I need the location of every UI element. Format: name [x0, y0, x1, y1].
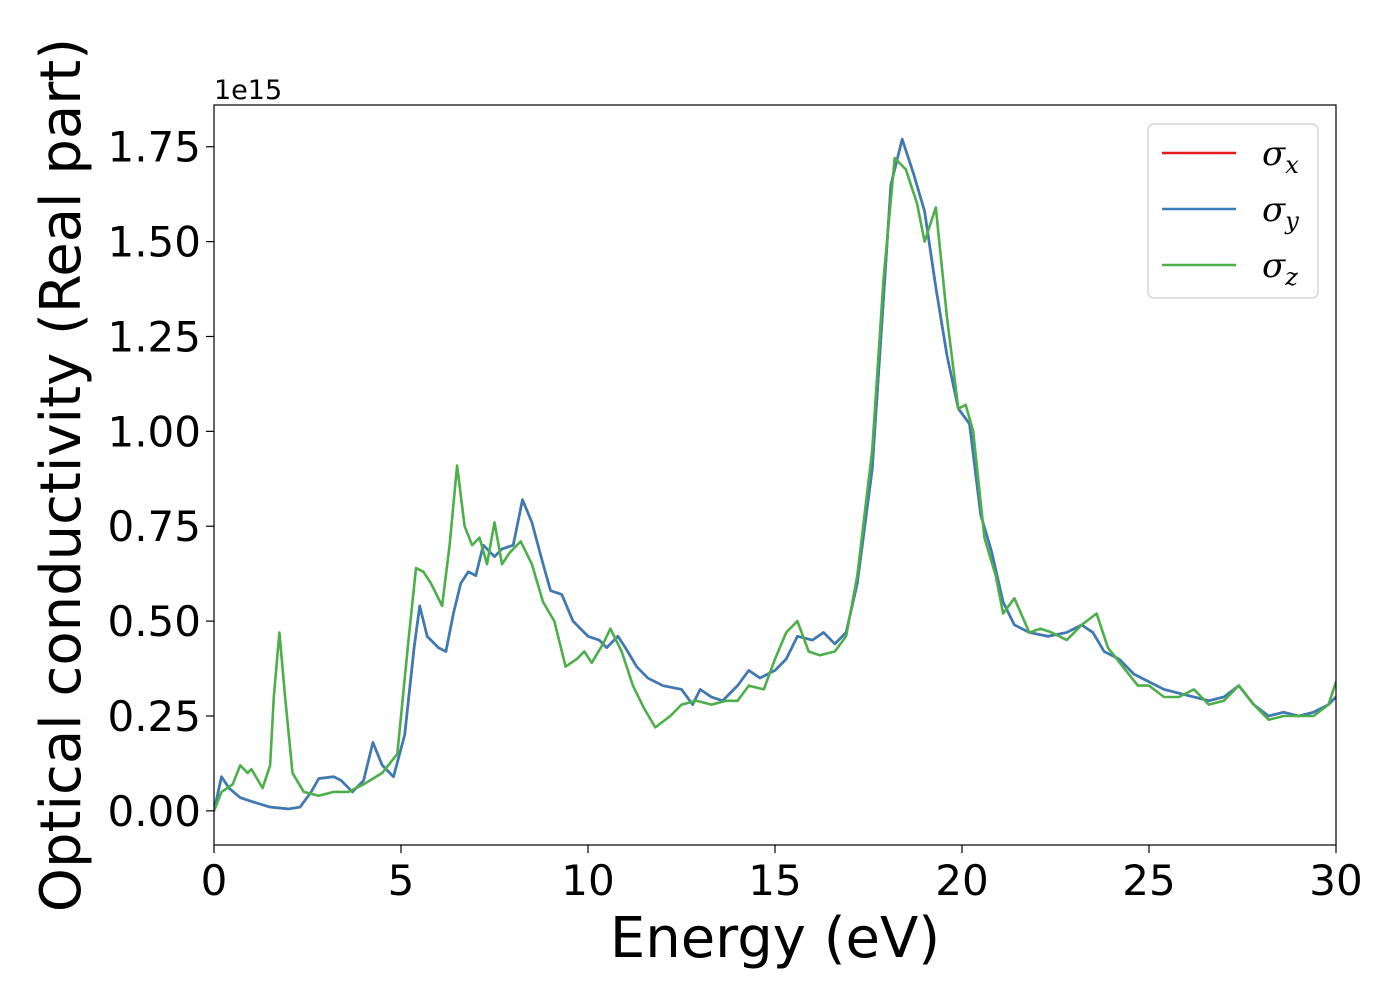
- plot-lines: [214, 137, 1336, 813]
- series-line-sigma-y: [214, 137, 1336, 813]
- legend-entry: σx: [1262, 134, 1299, 179]
- y-axis-label: Optical conductivity (Real part): [29, 38, 94, 912]
- x-axis: 0 5 10 15 20 25 30: [201, 845, 1363, 905]
- y-tick-label: 1.25: [107, 312, 201, 361]
- y-tick-label: 0.00: [107, 787, 201, 836]
- legend-entry: σz: [1262, 246, 1298, 291]
- x-tick-label: 5: [388, 856, 415, 905]
- y-tick-label: 1.75: [107, 123, 201, 172]
- x-tick-label: 0: [201, 856, 228, 905]
- y-tick-label: 0.25: [107, 692, 201, 741]
- y-tick-label: 1.50: [107, 218, 201, 267]
- y-tick-label: 1.00: [107, 407, 201, 456]
- x-tick-label: 30: [1309, 856, 1362, 905]
- y-offset-label: 1e15: [214, 75, 282, 106]
- y-tick-label: 0.75: [107, 502, 201, 551]
- x-tick-label: 20: [935, 856, 988, 905]
- legend: σx σy σz: [1147, 123, 1319, 299]
- y-axis: 0.00 0.25 0.50 0.75 1.00 1.25 1.50 1.75: [107, 123, 214, 836]
- y-tick-label: 0.50: [107, 597, 201, 646]
- series-line-sigma-z: [214, 156, 1336, 813]
- x-tick-label: 10: [561, 856, 614, 905]
- x-axis-label: Energy (eV): [610, 906, 940, 971]
- x-tick-label: 15: [748, 856, 801, 905]
- legend-box: [1147, 123, 1319, 299]
- x-tick-label: 25: [1122, 856, 1175, 905]
- legend-entry: σy: [1262, 190, 1299, 235]
